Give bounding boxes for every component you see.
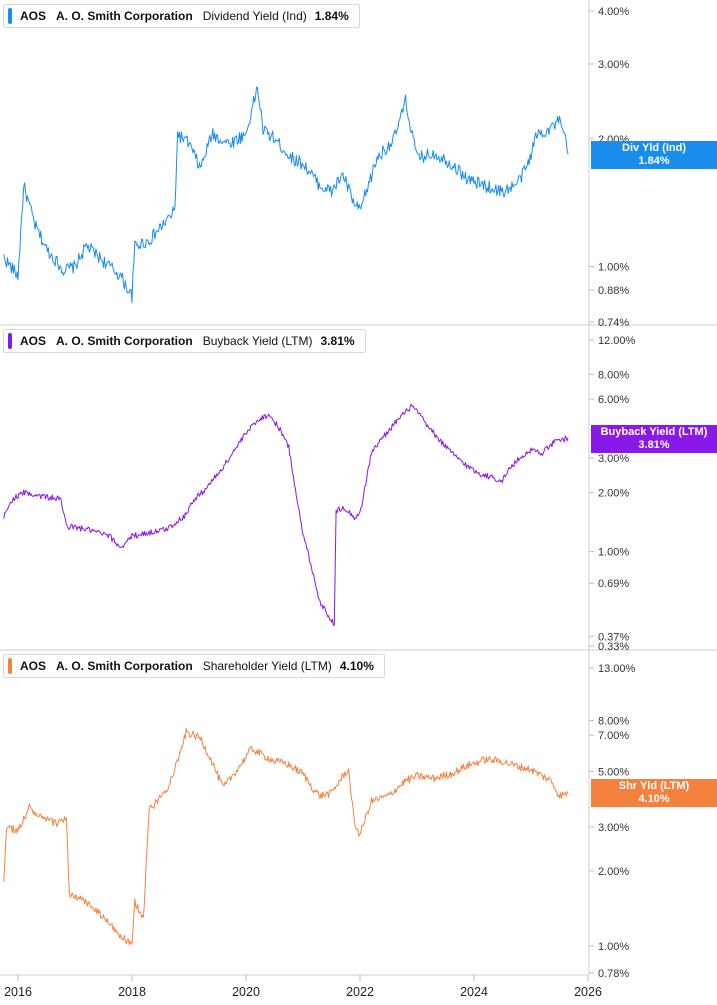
y-tick-label: 0.37% <box>598 631 629 643</box>
y-tick-label: 3.00% <box>598 59 629 71</box>
y-tick-label: 1.00% <box>598 262 629 274</box>
series-line-2 <box>3 403 569 626</box>
y-tick-label: 0.74% <box>598 317 629 329</box>
legend-company: A. O. Smith Corporation <box>56 659 193 673</box>
y-tick-label: 0.78% <box>598 968 629 980</box>
y-axis-ticks: 4.00% 3.00% 2.00% 1.00% 0.88% 0.74% 12.00% 8.00… <box>589 6 636 980</box>
y-tick-label: 12.00% <box>598 335 636 347</box>
y-tick-label: 3.00% <box>598 822 629 834</box>
legend-value: 3.81% <box>320 334 355 348</box>
x-tick-label: 2016 <box>4 985 32 999</box>
y-tick-label: 1.00% <box>598 547 629 559</box>
badge-label: Shr Yld (LTM) <box>618 780 690 792</box>
series-line-1 <box>3 86 569 304</box>
y-tick-label: 0.69% <box>598 578 629 590</box>
y-tick-label: 1.00% <box>598 941 629 953</box>
legend-ticker: AOS <box>20 9 47 23</box>
badge-dividend-yield: Div Yld (Ind) 1.84% <box>591 141 717 169</box>
y-tick-label: 0.33% <box>598 641 629 653</box>
x-tick-label: 2022 <box>346 985 374 999</box>
y-tick-label: 7.00% <box>598 730 629 742</box>
y-tick-label: 5.00% <box>598 767 629 779</box>
badge-value: 3.81% <box>638 439 670 451</box>
y-tick-label: 8.00% <box>598 370 629 382</box>
y-tick-label: 2.00% <box>598 488 629 500</box>
y-tick-label: 2.00% <box>598 866 629 878</box>
legend-metric: Shareholder Yield (LTM) <box>202 659 332 673</box>
x-axis: 2016 2018 2020 2022 2024 2026 <box>4 975 602 999</box>
legend-buyback-yield: AOS A. O. Smith Corporation Buyback Yiel… <box>3 329 366 353</box>
badge-shareholder-yield: Shr Yld (LTM) 4.10% <box>591 779 717 807</box>
x-tick-label: 2020 <box>232 985 260 999</box>
badge-label: Buyback Yield (LTM) <box>600 426 708 438</box>
x-tick-label: 2018 <box>118 985 146 999</box>
badge-value: 4.10% <box>638 793 670 805</box>
x-tick-label: 2024 <box>460 985 488 999</box>
y-tick-label: 13.00% <box>598 663 636 675</box>
y-tick-label: 3.00% <box>598 453 629 465</box>
x-tick-label: 2026 <box>574 985 602 999</box>
series-swatch <box>8 658 12 674</box>
panel-separators <box>0 0 717 976</box>
legend-ticker: AOS <box>20 334 47 348</box>
badge-value: 1.84% <box>638 155 670 167</box>
y-tick-label: 0.88% <box>598 285 629 297</box>
legend-shareholder-yield: AOS A. O. Smith Corporation Shareholder … <box>3 654 385 678</box>
legend-value: 4.10% <box>339 659 374 673</box>
legend-metric: Buyback Yield (LTM) <box>202 334 313 348</box>
legend-dividend-yield: AOS A. O. Smith Corporation Dividend Yie… <box>3 4 360 28</box>
legend-ticker: AOS <box>20 659 47 673</box>
series-lines <box>3 86 569 946</box>
legend-value: 1.84% <box>314 9 349 23</box>
y-tick-label: 6.00% <box>598 394 629 406</box>
y-tick-label: 4.00% <box>598 6 629 18</box>
series-swatch <box>8 8 12 24</box>
legend-company: A. O. Smith Corporation <box>56 334 193 348</box>
y-tick-label: 8.00% <box>598 716 629 728</box>
series-line-3 <box>3 728 569 946</box>
legend-company: A. O. Smith Corporation <box>56 9 193 23</box>
badge-buyback-yield: Buyback Yield (LTM) 3.81% <box>591 425 717 453</box>
badge-label: Div Yld (Ind) <box>622 142 686 154</box>
series-swatch <box>8 333 12 349</box>
legend-metric: Dividend Yield (Ind) <box>202 9 307 23</box>
